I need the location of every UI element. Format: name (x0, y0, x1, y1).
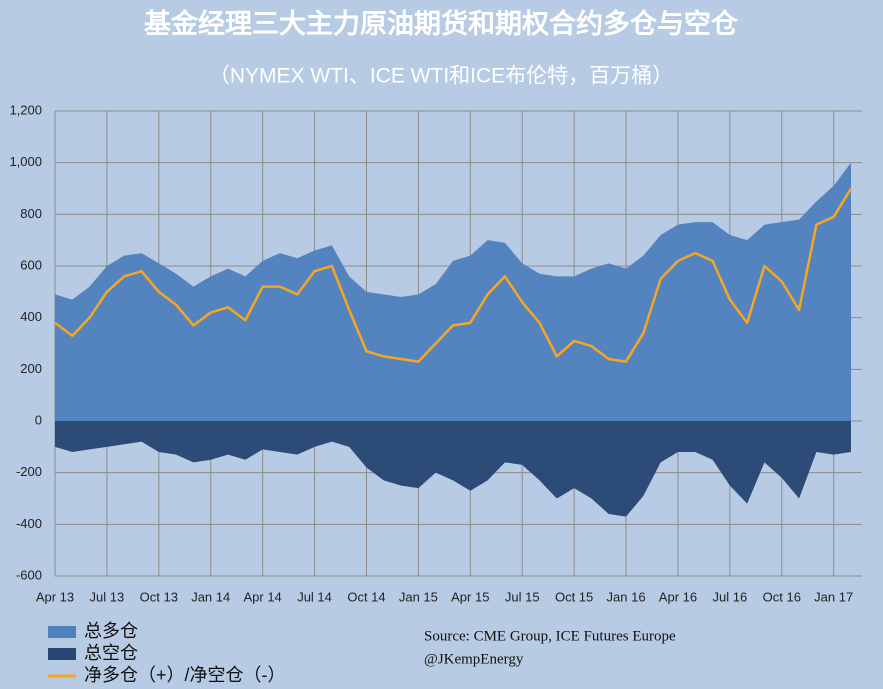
credit: @JKempEnergy (424, 651, 524, 667)
legend-swatch (48, 648, 76, 660)
legend-swatch (48, 626, 76, 638)
y-tick-label: -200 (16, 464, 42, 479)
legend-label: 总多仓 (84, 621, 138, 641)
line (54, 187, 853, 363)
x-tick-label: Apr 13 (36, 589, 74, 604)
x-tick-label: Jul 15 (505, 589, 540, 604)
x-tick-label: Oct 14 (347, 589, 385, 604)
legend-label: 净多仓（+）/净空仓（-） (84, 665, 286, 685)
y-tick-label: 200 (20, 361, 42, 376)
y-tick-label: 1,000 (9, 154, 42, 169)
y-tick-label: 600 (20, 257, 42, 272)
x-tick-label: Apr 15 (451, 589, 489, 604)
x-tick-label: Jul 14 (297, 589, 332, 604)
x-tick-label: Oct 13 (140, 589, 178, 604)
source: Source: CME Group, ICE Futures Europe (424, 628, 676, 644)
x-tick-label: Jan 15 (399, 589, 438, 604)
legend-label: 总空仓 (84, 643, 138, 663)
area (55, 421, 851, 517)
y-tick-label: 0 (35, 412, 42, 427)
x-tick-label: Jul 16 (713, 589, 748, 604)
y-tick-label: 400 (20, 309, 42, 324)
x-tick-label: Apr 16 (659, 589, 697, 604)
x-tick-label: Oct 16 (763, 589, 801, 604)
x-tick-label: Jul 13 (90, 589, 125, 604)
chart-subtitle: （NYMEX WTI、ICE WTI和ICE布伦特，百万桶） (209, 65, 673, 88)
x-tick-label: Jan 16 (607, 589, 646, 604)
area (55, 162, 851, 421)
x-tick-label: Oct 15 (555, 589, 593, 604)
y-tick-label: -400 (16, 516, 42, 531)
x-tick-label: Apr 14 (243, 589, 281, 604)
y-tick-label: 1,200 (9, 102, 42, 117)
y-tick-label: 800 (20, 206, 42, 221)
y-tick-label: -600 (16, 567, 42, 582)
chart-title: 基金经理三大主力原油期货和期权合约多仓与空仓 (144, 8, 739, 39)
x-tick-label: Jan 17 (814, 589, 853, 604)
x-tick-label: Jan 14 (191, 589, 230, 604)
